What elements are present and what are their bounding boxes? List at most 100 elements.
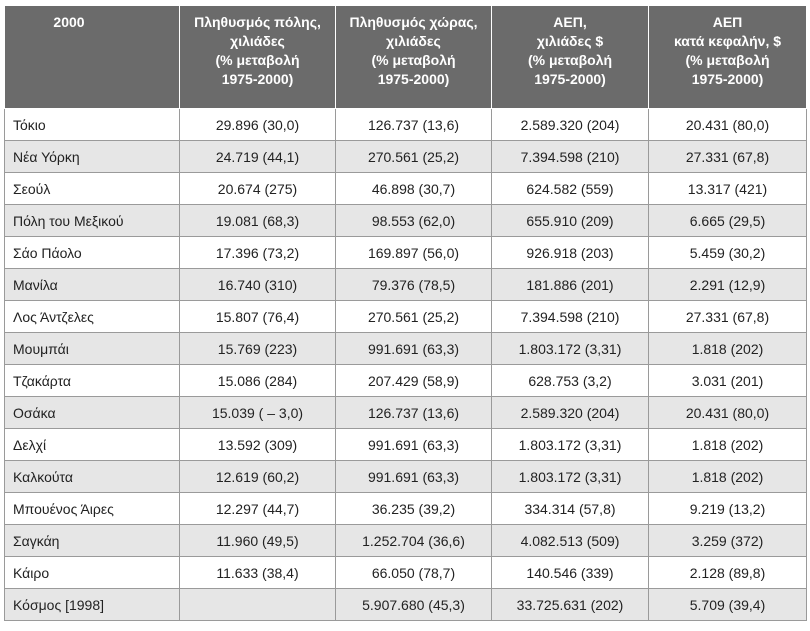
gdp-cell: 4.082.513 (509) [491, 524, 649, 557]
city-name-cell: Νέα Υόρκη [4, 140, 180, 173]
city-population-cell: 11.633 (38,4) [179, 556, 336, 589]
gdp-cell: 926.918 (203) [491, 236, 649, 269]
gdp-cell: 140.546 (339) [491, 556, 649, 589]
table-row: Πόλη του Μεξικού 19.081 (68,3) 98.553 (62,… [4, 204, 807, 237]
gdp-cell: 7.394.598 (210) [491, 140, 649, 173]
city-name-cell: Πόλη του Μεξικού [4, 204, 180, 237]
city-name-cell: Κόσμος [1998] [4, 588, 180, 621]
gdp-per-capita-cell: 27.331 (67,8) [648, 140, 807, 173]
country-population-cell: 5.907.680 (45,3) [335, 588, 492, 621]
gdp-per-capita-cell: 20.431 (80,0) [648, 396, 807, 429]
table-row: Τζακάρτα 15.086 (284) 207.429 (58,9) 628.75… [4, 364, 807, 397]
country-population-cell: 36.235 (39,2) [335, 492, 492, 525]
city-name-cell: Κάιρο [4, 556, 180, 589]
city-population-cell: 19.081 (68,3) [179, 204, 336, 237]
gdp-cell: 2.589.320 (204) [491, 108, 649, 141]
city-population-cell: 15.807 (76,4) [179, 300, 336, 333]
gdp-per-capita-cell: 5.709 (39,4) [648, 588, 807, 621]
country-population-cell: 79.376 (78,5) [335, 268, 492, 301]
country-population-cell: 270.561 (25,2) [335, 300, 492, 333]
table-row: Καλκούτα 12.619 (60,2) 991.691 (63,3) 1.803… [4, 460, 807, 493]
city-name-cell: Σάο Πάολο [4, 236, 180, 269]
header-country-population: Πληθυσμός χώρας, χιλιάδες (% μεταβολή 19… [335, 5, 492, 109]
gdp-cell: 33.725.631 (202) [491, 588, 649, 621]
city-population-cell: 20.674 (275) [179, 172, 336, 205]
gdp-per-capita-cell: 3.259 (372) [648, 524, 807, 557]
gdp-per-capita-cell: 1.818 (202) [648, 460, 807, 493]
city-population-cell: 12.619 (60,2) [179, 460, 336, 493]
country-population-cell: 126.737 (13,6) [335, 396, 492, 429]
table-row: Μανίλα 16.740 (310) 79.376 (78,5) 181.886 (… [4, 268, 807, 301]
table-row: Σεούλ 20.674 (275) 46.898 (30,7) 624.582 (5… [4, 172, 807, 205]
gdp-cell: 1.803.172 (3,31) [491, 428, 649, 461]
gdp-cell: 334.314 (57,8) [491, 492, 649, 525]
table-row: Δελχί 13.592 (309) 991.691 (63,3) 1.803.172… [4, 428, 807, 461]
city-population-cell: 15.086 (284) [179, 364, 336, 397]
gdp-per-capita-cell: 5.459 (30,2) [648, 236, 807, 269]
gdp-per-capita-cell: 20.431 (80,0) [648, 108, 807, 141]
city-population-cell: 12.297 (44,7) [179, 492, 336, 525]
country-population-cell: 991.691 (63,3) [335, 332, 492, 365]
header-gdp-per-capita: ΑΕΠ κατά κεφαλήν, $ (% μεταβολή 1975-200… [648, 5, 807, 109]
table-row: Τόκιο 29.896 (30,0) 126.737 (13,6) 2.589.32… [4, 108, 807, 141]
table-row: Σαγκάη 11.960 (49,5) 1.252.704 (36,6) 4.082… [4, 524, 807, 557]
table-row: Νέα Υόρκη 24.719 (44,1) 270.561 (25,2) 7.39… [4, 140, 807, 173]
city-name-cell: Μπουένος Άιρες [4, 492, 180, 525]
city-population-cell: 16.740 (310) [179, 268, 336, 301]
country-population-cell: 46.898 (30,7) [335, 172, 492, 205]
header-gdp: ΑΕΠ, χιλιάδες $ (% μεταβολή 1975-2000) [491, 5, 649, 109]
country-population-cell: 1.252.704 (36,6) [335, 524, 492, 557]
country-population-cell: 207.429 (58,9) [335, 364, 492, 397]
country-population-cell: 66.050 (78,7) [335, 556, 492, 589]
country-population-cell: 991.691 (63,3) [335, 460, 492, 493]
gdp-per-capita-cell: 1.818 (202) [648, 332, 807, 365]
city-name-cell: Τόκιο [4, 108, 180, 141]
gdp-per-capita-cell: 3.031 (201) [648, 364, 807, 397]
table-row: Μουμπάι 15.769 (223) 991.691 (63,3) 1.803.1… [4, 332, 807, 365]
gdp-cell: 2.589.320 (204) [491, 396, 649, 429]
table-row: Μπουένος Άιρες 12.297 (44,7) 36.235 (39,2)… [4, 492, 807, 525]
city-population-cell [179, 588, 336, 621]
table-row: Οσάκα 15.039 ( – 3,0) 126.737 (13,6) 2.589.… [4, 396, 807, 429]
gdp-cell: 655.910 (209) [491, 204, 649, 237]
table-body: Τόκιο 29.896 (30,0) 126.737 (13,6) 2.589.32… [4, 108, 807, 621]
header-city-population: Πληθυσμός πόλης, χιλιάδες (% μεταβολή 19… [179, 5, 336, 109]
gdp-cell: 7.394.598 (210) [491, 300, 649, 333]
gdp-per-capita-cell: 13.317 (421) [648, 172, 807, 205]
table-header: 2000 Πληθυσμός πόλης, χιλιάδες (% μεταβο… [4, 5, 807, 109]
gdp-per-capita-cell: 9.219 (13,2) [648, 492, 807, 525]
country-population-cell: 270.561 (25,2) [335, 140, 492, 173]
city-name-cell: Καλκούτα [4, 460, 180, 493]
table-row: Σάο Πάολο 17.396 (73,2) 169.897 (56,0) 926.… [4, 236, 807, 269]
city-name-cell: Δελχί [4, 428, 180, 461]
city-population-cell: 29.896 (30,0) [179, 108, 336, 141]
city-name-cell: Σαγκάη [4, 524, 180, 557]
city-name-cell: Λος Άντζελες [4, 300, 180, 333]
city-population-cell: 13.592 (309) [179, 428, 336, 461]
city-name-cell: Μανίλα [4, 268, 180, 301]
city-statistics-table: 2000 Πληθυσμός πόλης, χιλιάδες (% μεταβο… [4, 5, 807, 621]
city-name-cell: Σεούλ [4, 172, 180, 205]
table-row: Λος Άντζελες 15.807 (76,4) 270.561 (25,2) 7… [4, 300, 807, 333]
country-population-cell: 169.897 (56,0) [335, 236, 492, 269]
city-population-cell: 15.769 (223) [179, 332, 336, 365]
gdp-per-capita-cell: 6.665 (29,5) [648, 204, 807, 237]
city-population-cell: 15.039 ( – 3,0) [179, 396, 336, 429]
city-name-cell: Τζακάρτα [4, 364, 180, 397]
city-population-cell: 17.396 (73,2) [179, 236, 336, 269]
gdp-per-capita-cell: 1.818 (202) [648, 428, 807, 461]
city-population-cell: 24.719 (44,1) [179, 140, 336, 173]
city-population-cell: 11.960 (49,5) [179, 524, 336, 557]
country-population-cell: 98.553 (62,0) [335, 204, 492, 237]
gdp-cell: 181.886 (201) [491, 268, 649, 301]
city-name-cell: Μουμπάι [4, 332, 180, 365]
country-population-cell: 126.737 (13,6) [335, 108, 492, 141]
gdp-per-capita-cell: 2.291 (12,9) [648, 268, 807, 301]
table-row: Κόσμος [1998] 5.907.680 (45,3) 33.725.631 … [4, 588, 807, 621]
gdp-cell: 1.803.172 (3,31) [491, 460, 649, 493]
gdp-cell: 628.753 (3,2) [491, 364, 649, 397]
header-year: 2000 [4, 5, 180, 109]
city-name-cell: Οσάκα [4, 396, 180, 429]
gdp-per-capita-cell: 27.331 (67,8) [648, 300, 807, 333]
